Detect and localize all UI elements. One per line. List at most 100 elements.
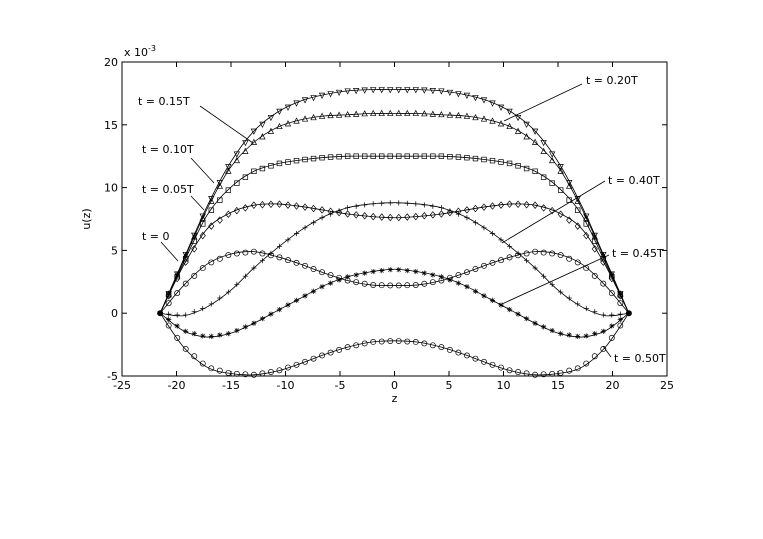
data-point bbox=[489, 117, 496, 124]
data-point bbox=[336, 277, 342, 283]
data-point bbox=[532, 248, 539, 255]
data-point bbox=[515, 369, 522, 375]
annotation-label: t = 0.05T bbox=[142, 183, 194, 196]
data-point bbox=[242, 147, 249, 154]
data-point bbox=[387, 109, 394, 116]
data-point bbox=[336, 208, 342, 214]
data-point bbox=[523, 200, 530, 209]
data-point bbox=[404, 213, 411, 221]
data-point bbox=[609, 312, 615, 318]
data-point bbox=[285, 302, 291, 308]
data-point bbox=[514, 127, 522, 134]
data-point bbox=[233, 206, 240, 215]
data-point bbox=[438, 205, 444, 211]
data-point bbox=[344, 110, 351, 118]
data-point bbox=[174, 334, 181, 341]
data-point bbox=[421, 212, 428, 220]
data-point bbox=[200, 305, 206, 312]
data-point bbox=[506, 243, 513, 249]
series-5 bbox=[160, 200, 629, 318]
data-point bbox=[182, 280, 189, 287]
data-point bbox=[396, 267, 402, 273]
data-point bbox=[353, 272, 359, 278]
data-point bbox=[421, 202, 427, 208]
data-point bbox=[506, 254, 513, 261]
data-point bbox=[481, 358, 487, 365]
data-point bbox=[472, 95, 479, 102]
data-point bbox=[558, 289, 564, 295]
data-point bbox=[523, 316, 530, 322]
data-point bbox=[327, 111, 334, 119]
data-point bbox=[404, 338, 411, 345]
data-point bbox=[285, 237, 291, 243]
data-point bbox=[284, 104, 292, 111]
data-point bbox=[523, 121, 530, 128]
data-point bbox=[327, 211, 334, 217]
data-point bbox=[361, 87, 368, 94]
data-point bbox=[370, 339, 377, 345]
data-point bbox=[353, 211, 360, 219]
data-point bbox=[515, 250, 521, 256]
annotation-leader-line bbox=[190, 195, 205, 211]
data-point bbox=[540, 249, 547, 256]
data-point bbox=[472, 355, 479, 362]
data-point bbox=[480, 203, 488, 211]
data-point bbox=[361, 110, 368, 117]
data-point bbox=[174, 323, 180, 329]
data-point bbox=[370, 87, 377, 94]
data-point bbox=[617, 291, 624, 298]
data-point bbox=[447, 153, 453, 160]
data-point bbox=[541, 324, 547, 330]
data-point bbox=[165, 322, 172, 329]
data-point bbox=[549, 250, 556, 257]
data-point bbox=[506, 122, 513, 130]
data-point bbox=[310, 204, 317, 213]
data-point bbox=[200, 333, 206, 339]
data-point bbox=[446, 208, 453, 217]
data-point bbox=[267, 369, 274, 375]
data-point bbox=[242, 249, 249, 256]
data-point bbox=[515, 311, 521, 317]
data-point bbox=[216, 367, 223, 374]
data-point bbox=[225, 210, 232, 218]
data-point bbox=[250, 201, 257, 209]
data-point bbox=[472, 155, 479, 162]
data-point bbox=[259, 316, 266, 322]
x-tick-label: 5 bbox=[446, 379, 453, 392]
data-point bbox=[464, 215, 470, 221]
data-point bbox=[472, 204, 479, 213]
data-point bbox=[208, 365, 215, 372]
data-point bbox=[233, 370, 240, 377]
y-tick-label: 5 bbox=[111, 244, 118, 257]
data-point bbox=[455, 280, 462, 286]
y-axis-multiplier: x 10-3 bbox=[124, 44, 156, 59]
data-point bbox=[532, 168, 538, 174]
data-point bbox=[242, 140, 249, 147]
data-point bbox=[182, 251, 189, 259]
data-point bbox=[310, 288, 317, 294]
annotation-label: t = 0.20T bbox=[586, 74, 638, 87]
data-point bbox=[498, 257, 504, 264]
annotation-leader-line bbox=[503, 83, 583, 122]
data-point bbox=[276, 160, 283, 167]
data-point bbox=[268, 163, 274, 169]
data-point bbox=[310, 220, 317, 226]
data-point bbox=[267, 127, 275, 134]
data-point bbox=[472, 288, 479, 294]
data-point bbox=[523, 370, 530, 377]
data-point bbox=[446, 111, 454, 118]
series-line bbox=[159, 312, 630, 376]
data-point bbox=[259, 370, 266, 377]
x-tick-label: -10 bbox=[277, 379, 295, 392]
data-point bbox=[438, 153, 445, 159]
data-point bbox=[165, 291, 172, 298]
data-point bbox=[225, 252, 232, 259]
data-point bbox=[285, 159, 291, 165]
data-point bbox=[396, 153, 402, 159]
data-point bbox=[310, 155, 317, 162]
data-point bbox=[506, 306, 513, 313]
data-point bbox=[591, 245, 598, 253]
data-point bbox=[464, 154, 470, 161]
data-point bbox=[583, 231, 590, 240]
